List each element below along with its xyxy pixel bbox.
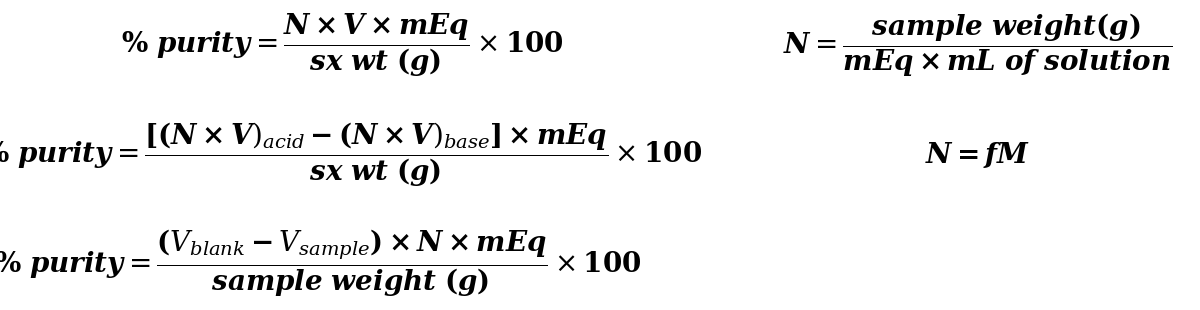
Text: $\boldsymbol{N} = \dfrac{\boldsymbol{sample\ weight(g)}}{\boldsymbol{mEq \times : $\boldsymbol{N} = \dfrac{\boldsymbol{sam… <box>784 11 1172 79</box>
Text: $\boldsymbol{N = fM}$: $\boldsymbol{N = fM}$ <box>925 140 1031 170</box>
Text: $\boldsymbol{\%\ purity} = \dfrac{\boldsymbol{(V_{blank} - V_{sample}) \times N : $\boldsymbol{\%\ purity} = \dfrac{\bolds… <box>0 228 642 299</box>
Text: $\boldsymbol{\%\ purity} = \dfrac{\boldsymbol{[(N \times V)_{acid} - (N \times V: $\boldsymbol{\%\ purity} = \dfrac{\bolds… <box>0 121 702 189</box>
Text: $\boldsymbol{\%\ purity} = \dfrac{\boldsymbol{N \times V \times mEq}}{\boldsymbo: $\boldsymbol{\%\ purity} = \dfrac{\bolds… <box>120 11 564 79</box>
